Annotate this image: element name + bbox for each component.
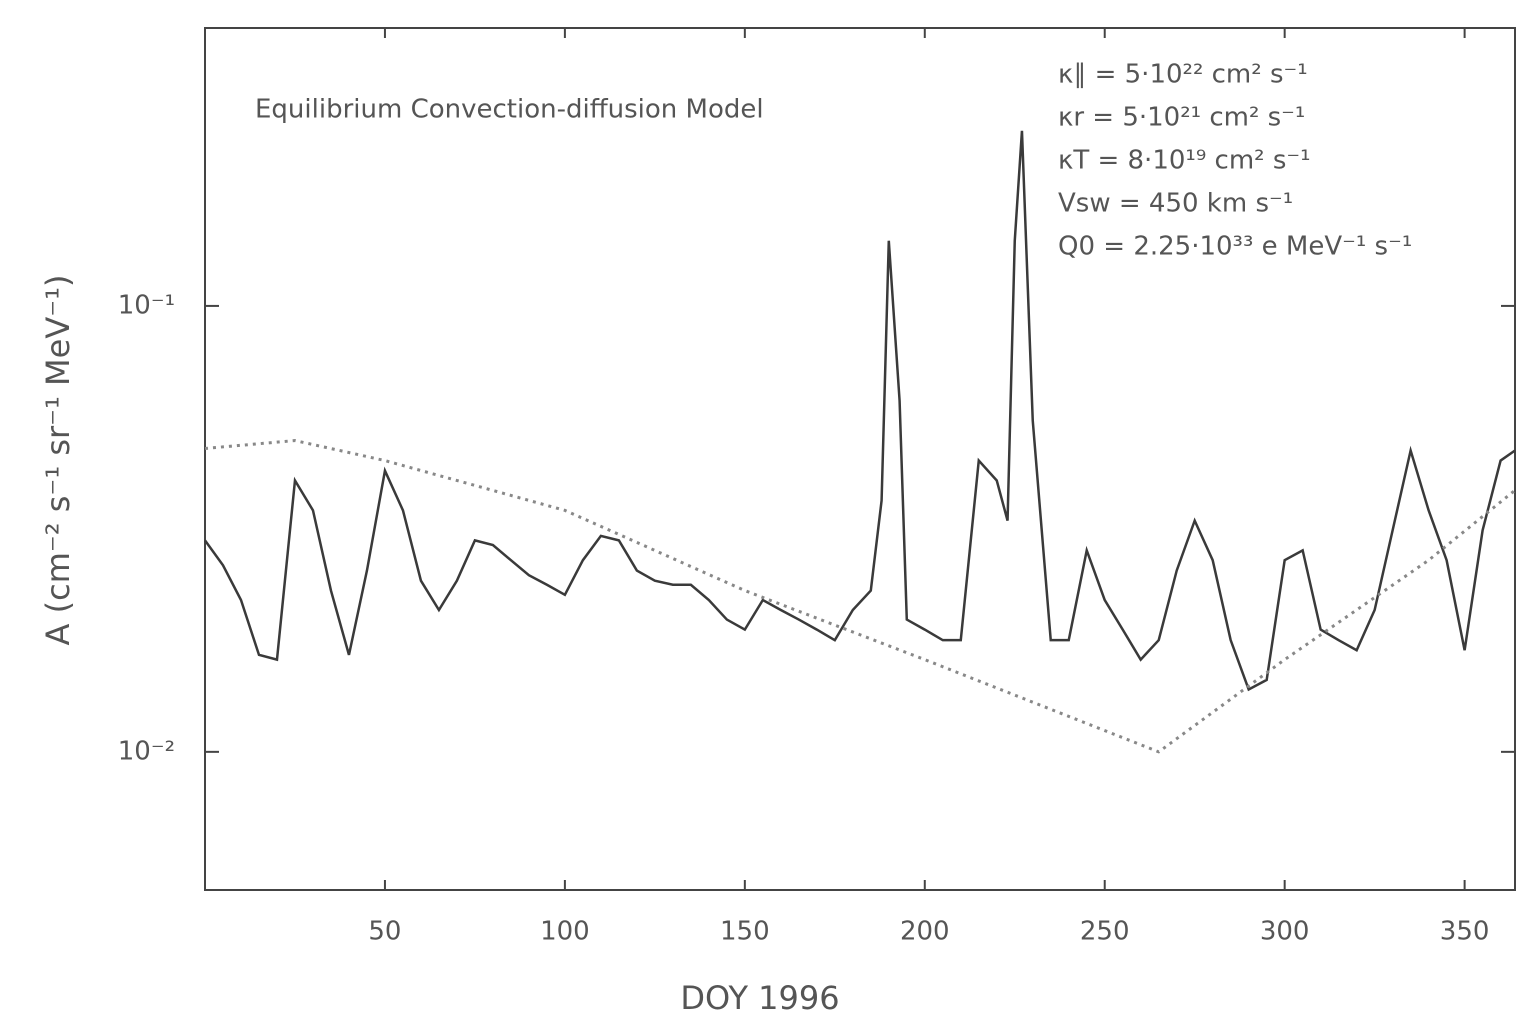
x-tick-label: 300 — [1260, 917, 1310, 947]
plot-frame — [204, 27, 1516, 891]
x-tick-label: 200 — [900, 917, 950, 947]
annotation: Equilibrium Convection-diffusion Model — [255, 95, 764, 125]
x-tick-label: 100 — [540, 917, 590, 947]
annotation: κ∥ = 5·10²² cm² s⁻¹ — [1058, 60, 1308, 90]
y-axis-label: A (cm⁻² s⁻¹ sr⁻¹ MeV⁻¹) — [39, 275, 77, 646]
annotation: Vsw = 450 km s⁻¹ — [1058, 189, 1293, 219]
annotation: κT = 8·10¹⁹ cm² s⁻¹ — [1058, 146, 1311, 176]
data-line — [203, 130, 1516, 692]
y-tick-label: 10⁻² — [118, 736, 175, 766]
annotation: Q0 = 2.25·10³³ e MeV⁻¹ s⁻¹ — [1058, 232, 1412, 262]
data-line — [204, 439, 1516, 754]
x-axis-label: DOY 1996 — [680, 979, 839, 1017]
x-tick-label: 350 — [1440, 917, 1490, 947]
annotation: κr = 5·10²¹ cm² s⁻¹ — [1058, 103, 1305, 133]
x-tick-label: 150 — [720, 917, 770, 947]
y-tick-label: 10⁻¹ — [118, 290, 175, 320]
x-tick-label: 250 — [1080, 917, 1130, 947]
x-tick-label: 50 — [368, 917, 401, 947]
